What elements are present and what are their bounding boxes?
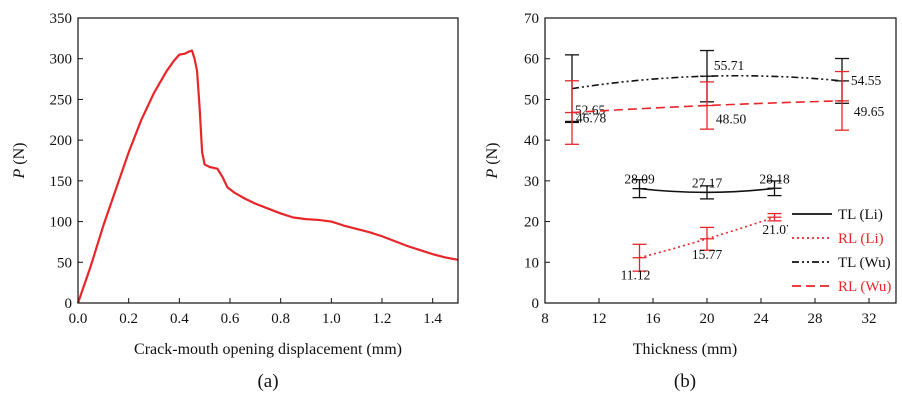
legend-background: [788, 203, 894, 295]
data-label: 21.07: [762, 222, 793, 237]
x-tick-label: 0.2: [119, 311, 138, 327]
legend-label: TL (Li): [838, 207, 883, 223]
panel-b-label: (b): [674, 371, 696, 392]
error-bar: [700, 185, 714, 200]
legend-item: TL (Li): [792, 207, 883, 223]
data-label: 49.65: [854, 104, 885, 119]
panel-a-series: [76, 49, 459, 304]
error-bar: [700, 81, 714, 130]
panel-b-x-axis-label: Thickness (mm): [633, 341, 737, 358]
x-tick-label: 32: [862, 311, 877, 327]
y-tick-label: 100: [50, 215, 73, 231]
panel-b-legend: TL (Li) RL (Li) TL (Wu) RL (Wu): [788, 203, 894, 295]
load-displacement-curve: [76, 49, 459, 304]
data-label: 48.50: [716, 112, 747, 127]
x-tick-label: 16: [646, 311, 662, 327]
x-tick-label: 1.2: [373, 311, 392, 327]
legend-label: TL (Wu): [838, 255, 891, 271]
x-tick-label: 28: [808, 311, 823, 327]
panel-b-chart: 0 10 20 30 40 50 60 70 8 12 16 20 24 28 32 28.09 27.17…: [484, 11, 897, 392]
x-tick-label: 0.0: [69, 311, 88, 327]
x-tick-label: 1.0: [322, 311, 341, 327]
y-tick-label: 40: [524, 133, 539, 149]
error-bar: [835, 70, 849, 131]
panel-a-y-axis-label: P (N): [11, 143, 28, 180]
panel-a-label: (a): [257, 371, 278, 392]
y-tick-label: 60: [524, 52, 539, 68]
y-tick-label: 350: [50, 11, 73, 27]
panel-b-plot-frame: [544, 17, 897, 304]
series-line: [571, 100, 843, 114]
panel-a-chart: 0 50 100 150 200 250 300 350 0.0 0.2 0.4 0.6 0.8 1.0…: [11, 11, 459, 392]
panel-b-y-ticks: 0 10 20 30 40 50 60 70: [524, 11, 550, 312]
panel-a-plot-frame: [77, 17, 459, 304]
x-tick-label: 20: [700, 311, 715, 327]
y-tick-label: 300: [50, 52, 73, 68]
error-bar: [767, 212, 782, 222]
y-tick-label: 200: [50, 133, 73, 149]
y-tick-label: 10: [524, 255, 539, 271]
data-label: 46.78: [576, 111, 607, 126]
error-bar: [632, 179, 647, 199]
panel-a-y-ticks: 0 50 100 150 200 250 300 350: [50, 11, 83, 312]
legend-label: RL (Li): [838, 231, 884, 247]
y-tick-label: 150: [50, 174, 73, 190]
series-0: 28.09 27.17 28.18: [624, 171, 790, 200]
y-tick-label: 250: [50, 92, 73, 108]
y-tick-label: 50: [524, 92, 539, 108]
series-1: 11.12 15.77 21.07: [621, 212, 793, 283]
data-label: 28.18: [759, 171, 790, 186]
error-bar: [565, 80, 579, 145]
panel-b-y-axis-label: P (N): [484, 143, 501, 180]
legend-item: RL (Li): [792, 231, 884, 247]
data-label: 28.09: [624, 172, 655, 187]
data-label: 55.71: [714, 58, 744, 73]
x-tick-label: 8: [541, 311, 549, 327]
legend-label: RL (Wu): [838, 279, 891, 295]
panel-a-x-ticks: 0.0 0.2 0.4 0.6 0.8 1.0 1.2 1.4: [69, 298, 443, 327]
error-bar: [700, 226, 714, 251]
y-tick-label: 20: [524, 215, 539, 231]
series-2: 52.65 55.71 54.55: [565, 49, 882, 124]
x-tick-label: 0.8: [271, 311, 290, 327]
y-tick-label: 0: [532, 296, 540, 312]
panel-b-series: 28.09 27.17 28.18 11.12 15.77 21.07 52.65 55.71…: [565, 49, 885, 283]
data-label: 15.77: [692, 247, 723, 262]
panel-a-x-axis-label: Crack-mouth opening displacement (mm): [134, 341, 402, 358]
y-tick-label: 0: [65, 296, 73, 312]
panel-b-x-ticks: 8 12 16 20 24 28 32: [541, 298, 877, 327]
y-tick-label: 70: [524, 11, 539, 27]
x-tick-label: 24: [754, 311, 770, 327]
data-label: 11.12: [621, 268, 651, 283]
x-tick-label: 0.6: [221, 311, 240, 327]
data-label: 54.55: [851, 73, 882, 88]
error-bar: [632, 243, 647, 272]
error-bar: [767, 180, 782, 197]
series-3: 46.78 48.50 49.65: [565, 70, 885, 145]
x-tick-label: 1.4: [423, 311, 442, 327]
x-tick-label: 0.4: [170, 311, 189, 327]
y-tick-label: 50: [57, 255, 72, 271]
data-label: 52.65: [575, 102, 606, 117]
legend-item: TL (Wu): [792, 255, 891, 271]
legend-item: RL (Wu): [792, 279, 891, 295]
x-tick-label: 12: [592, 311, 607, 327]
y-tick-label: 30: [524, 174, 539, 190]
data-label: 27.17: [692, 175, 723, 190]
